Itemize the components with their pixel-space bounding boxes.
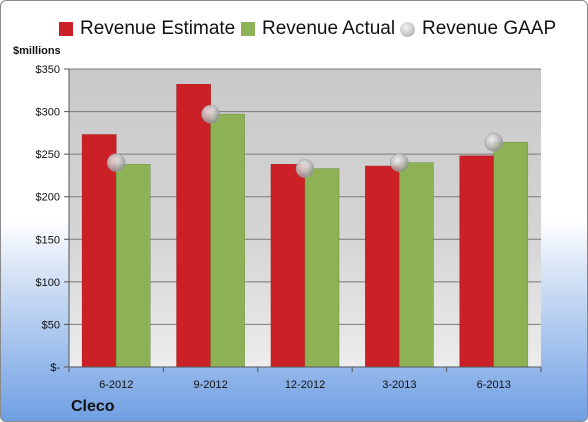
- x-tick-label: 9-2012: [193, 379, 227, 391]
- marker-revenue-gaap: [106, 153, 126, 172]
- y-tick-label: $350: [36, 64, 60, 76]
- marker-revenue-gaap: [201, 104, 220, 124]
- y-tick-label: $100: [36, 277, 60, 289]
- company-name: Cleco: [71, 398, 115, 415]
- bar-revenue-actual: [304, 168, 340, 368]
- bar-revenue-actual: [210, 113, 245, 368]
- marker-revenue-gaap: [484, 132, 504, 152]
- bar-revenue-estimate: [459, 155, 495, 368]
- legend-item-revenue-gaap: Revenue GAAP: [400, 15, 556, 43]
- legend-marker-gaap: [400, 21, 415, 37]
- y-tick-label: $300: [36, 107, 60, 119]
- bar-revenue-estimate: [365, 165, 400, 368]
- legend-swatch-actual: [241, 22, 255, 36]
- x-tick-label: 6-2012: [99, 379, 133, 391]
- legend-swatch-estimate: [59, 22, 73, 36]
- y-tick-label: $200: [36, 192, 60, 204]
- bar-revenue-estimate: [270, 164, 306, 368]
- y-tick-label: $50: [42, 319, 60, 331]
- bar-revenue-actual: [493, 141, 529, 368]
- y-axis-unit-label: $millions: [13, 45, 61, 57]
- bar-revenue-actual: [399, 162, 434, 368]
- bar-revenue-estimate: [81, 134, 117, 368]
- legend-label-estimate: Revenue Estimate: [80, 18, 236, 39]
- x-tick-label: 3-2013: [382, 379, 416, 391]
- marker-revenue-gaap: [295, 159, 315, 178]
- y-tick-label: $-: [50, 362, 60, 374]
- bar-revenue-actual: [115, 164, 151, 368]
- legend-item-revenue-actual: Revenue Actual: [241, 15, 395, 43]
- x-tick-label: 6-2013: [477, 379, 511, 391]
- y-tick-label: $150: [36, 234, 60, 246]
- y-tick-label: $250: [36, 149, 60, 161]
- bar-revenue-estimate: [176, 84, 211, 368]
- x-tick-label: 12-2012: [285, 379, 325, 391]
- legend-item-revenue-estimate: Revenue Estimate: [59, 15, 235, 43]
- legend: Revenue Estimate Revenue Actual Revenue …: [1, 15, 587, 43]
- legend-label-gaap: Revenue GAAP: [422, 18, 557, 39]
- legend-label-actual: Revenue Actual: [262, 18, 396, 39]
- marker-revenue-gaap: [390, 153, 409, 172]
